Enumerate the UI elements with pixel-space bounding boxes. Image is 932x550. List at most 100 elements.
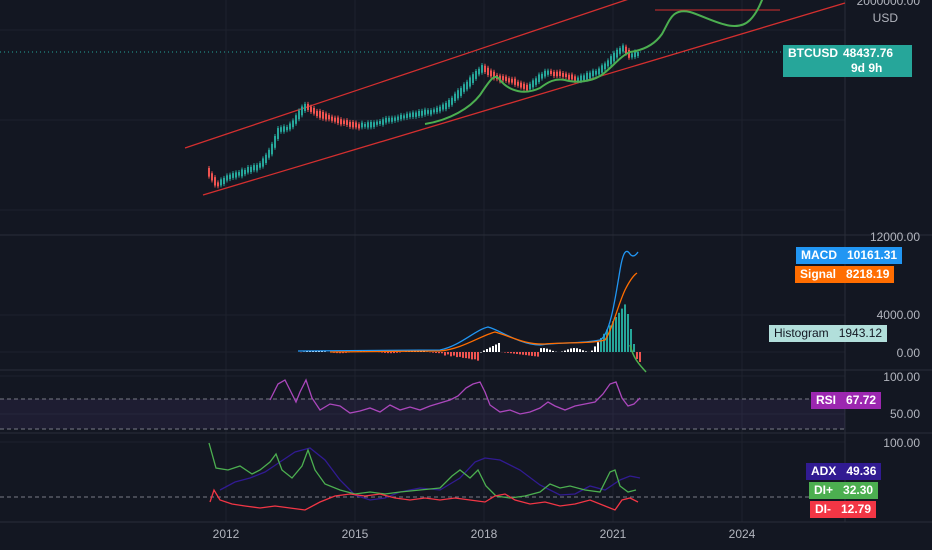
histogram-bar [495, 344, 497, 352]
candle [556, 71, 558, 77]
candle [322, 111, 324, 119]
candle [286, 126, 288, 131]
histogram-bar [465, 352, 467, 359]
candle [508, 78, 510, 83]
candle [337, 117, 339, 124]
signal-name: Signal [795, 266, 842, 283]
candle [466, 81, 468, 90]
time-tick: 2012 [212, 527, 240, 541]
candle [547, 70, 549, 75]
price-channel [184, 0, 846, 196]
candle [514, 78, 516, 85]
histogram-bar [537, 352, 539, 357]
candle [214, 177, 216, 186]
countdown: 9d 9h [851, 61, 883, 75]
candle [310, 106, 312, 112]
histogram-bar [480, 352, 482, 353]
adx-label: ADX 49.36 [806, 463, 882, 480]
candle [208, 168, 210, 177]
histogram-bar [636, 352, 638, 359]
histogram-bar [456, 352, 458, 358]
candle [472, 74, 474, 83]
di-plus-name: DI+ [809, 482, 839, 499]
histogram-bar [381, 352, 383, 353]
candle [511, 78, 513, 83]
di-plus-line [208, 442, 637, 499]
macd-pane [297, 250, 647, 373]
candle [223, 177, 225, 185]
candle [523, 83, 525, 89]
histogram-bar [573, 348, 575, 352]
candle [364, 124, 366, 127]
candle [358, 124, 360, 129]
histogram-bar [570, 348, 572, 352]
candle [301, 106, 303, 116]
candle [418, 110, 420, 117]
candle [484, 65, 486, 73]
rsi-name: RSI [811, 392, 842, 409]
candle [400, 114, 402, 120]
candle [259, 163, 261, 168]
candle [367, 122, 369, 128]
candle [586, 72, 588, 80]
signal-value: 8218.19 [841, 266, 895, 283]
candle [241, 169, 243, 177]
candle [571, 74, 573, 80]
histogram-bar [615, 317, 617, 352]
histogram-bar [447, 352, 449, 355]
projection-curve [424, 0, 764, 125]
candle [622, 45, 624, 52]
candle [256, 164, 258, 171]
candles [208, 43, 639, 189]
candle [283, 126, 285, 132]
candle [274, 136, 276, 148]
candle [271, 143, 273, 155]
candle [247, 167, 249, 173]
di-minus-line [209, 488, 639, 511]
price-label: BTCUSD 48437.76 9d 9h [783, 45, 912, 77]
candle [415, 112, 417, 117]
candle [349, 121, 351, 127]
histogram-bar [549, 349, 551, 352]
histogram-bar [528, 352, 530, 356]
candle [529, 83, 531, 90]
candle [412, 112, 414, 117]
time-tick: 2021 [599, 527, 627, 541]
candle [526, 84, 528, 91]
candle [436, 107, 438, 113]
candle [502, 76, 504, 81]
histogram-bar [603, 333, 605, 352]
candle [307, 103, 309, 110]
candle [448, 99, 450, 107]
histogram-bar [492, 346, 494, 352]
candle [574, 76, 576, 82]
time-tick: 2015 [341, 527, 369, 541]
candle [595, 70, 597, 75]
candle [226, 175, 228, 181]
histogram-bar [618, 312, 620, 352]
candle [289, 123, 291, 130]
candle [433, 109, 435, 113]
histogram-bar [567, 349, 569, 352]
candle [394, 117, 396, 121]
candle [520, 82, 522, 88]
histogram-bar [552, 350, 554, 352]
histogram-bar [540, 348, 542, 352]
candle [493, 71, 495, 79]
candle [298, 110, 300, 120]
candle [313, 107, 315, 114]
rsi-band [0, 399, 845, 429]
histogram-bar [396, 352, 398, 353]
channel-lower [202, 2, 846, 196]
histogram-bar [489, 347, 491, 352]
candle [601, 65, 603, 73]
candle [421, 110, 423, 116]
candle [634, 51, 636, 58]
candle [253, 165, 255, 171]
candle [319, 110, 321, 118]
candle [403, 115, 405, 119]
candle [580, 75, 582, 82]
candle [355, 122, 357, 128]
histogram-bar [600, 338, 602, 352]
